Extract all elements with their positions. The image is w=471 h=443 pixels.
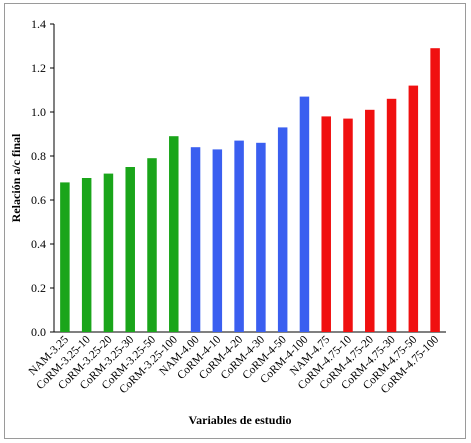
bar bbox=[103, 173, 114, 332]
y-axis-label: Relación a/c final bbox=[9, 133, 23, 222]
bar bbox=[81, 178, 92, 332]
y-tick-label: 1.2 bbox=[31, 61, 46, 75]
y-tick-label: 0.4 bbox=[31, 237, 46, 251]
bar bbox=[408, 85, 419, 332]
bar bbox=[169, 136, 179, 332]
y-tick-label: 0.8 bbox=[31, 149, 46, 163]
bar bbox=[147, 158, 157, 332]
bars bbox=[60, 48, 440, 333]
bar bbox=[256, 142, 266, 332]
bar bbox=[125, 167, 135, 332]
x-axis-label: Variables de estudio bbox=[189, 413, 292, 427]
y-tick-label: 0.0 bbox=[31, 325, 46, 339]
x-axis-tick-labels: NAM-3.25CoRM-3.25-10CoRM-3.25-20CoRM-3.2… bbox=[27, 333, 442, 396]
bar bbox=[277, 127, 288, 333]
bar bbox=[234, 140, 244, 332]
bar bbox=[60, 182, 70, 332]
y-axis-ticks: 0.0 0.2 0.4 0.6 0.8 1.0 1.2 1.4 bbox=[31, 17, 54, 339]
bar bbox=[365, 109, 375, 332]
bar bbox=[386, 98, 397, 332]
bar bbox=[212, 149, 223, 332]
y-tick-label: 1.4 bbox=[31, 17, 46, 31]
bar bbox=[190, 147, 201, 332]
bar bbox=[343, 118, 353, 332]
bar bbox=[430, 48, 440, 332]
y-tick-label: 0.2 bbox=[31, 281, 46, 295]
bar bbox=[321, 116, 331, 333]
y-tick-label: 1.0 bbox=[31, 105, 46, 119]
bar bbox=[299, 96, 310, 332]
y-tick-label: 0.6 bbox=[31, 193, 46, 207]
